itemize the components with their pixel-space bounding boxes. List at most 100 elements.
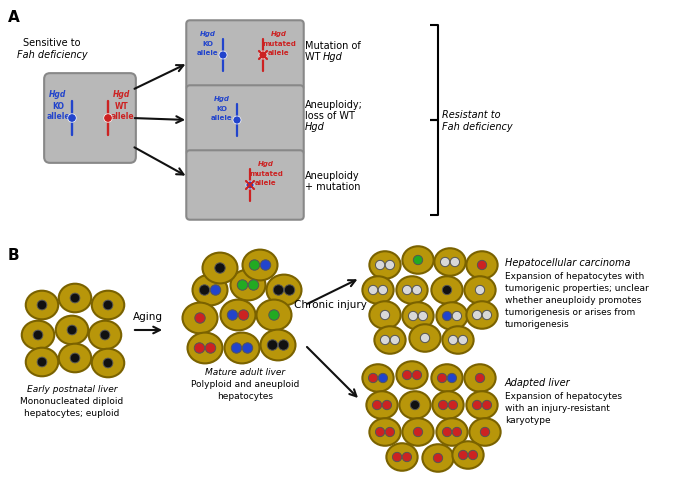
Text: Resistant to: Resistant to [442,110,500,120]
Circle shape [450,257,460,267]
Ellipse shape [433,391,463,419]
Circle shape [70,353,80,363]
Text: with an injury-resistant: with an injury-resistant [505,404,610,413]
Ellipse shape [402,418,433,446]
Text: mutated: mutated [262,41,296,47]
Text: mutated: mutated [249,171,283,177]
Circle shape [393,453,402,462]
Text: hepatocytes; euploid: hepatocytes; euploid [25,409,120,418]
Circle shape [195,313,205,323]
Ellipse shape [435,248,466,276]
Circle shape [269,310,279,320]
FancyBboxPatch shape [186,85,304,155]
Ellipse shape [466,391,498,419]
Ellipse shape [92,349,125,377]
Ellipse shape [431,276,463,304]
Text: hepatocytes: hepatocytes [217,392,273,401]
Text: Fah deficiency: Fah deficiency [17,50,88,60]
Text: Mature adult liver: Mature adult liver [205,368,285,377]
Ellipse shape [442,326,474,354]
Circle shape [378,286,388,294]
Circle shape [458,335,468,345]
Circle shape [412,286,421,294]
Circle shape [215,263,225,273]
Ellipse shape [370,301,400,329]
Ellipse shape [193,275,228,305]
Circle shape [452,311,461,321]
Text: A: A [8,10,20,25]
Circle shape [378,373,388,383]
Ellipse shape [374,326,405,354]
Circle shape [410,400,419,410]
Circle shape [228,310,238,320]
Circle shape [368,373,378,383]
Ellipse shape [267,275,302,305]
Circle shape [104,114,112,122]
Circle shape [238,310,248,320]
Ellipse shape [464,364,496,392]
Circle shape [458,451,468,459]
Circle shape [284,285,295,295]
Circle shape [237,280,248,290]
Circle shape [385,427,395,437]
Circle shape [442,311,452,321]
Circle shape [103,300,113,310]
Text: Polyploid and aneuploid: Polyploid and aneuploid [191,380,299,389]
Text: tumorigenesis: tumorigenesis [505,320,570,329]
Circle shape [385,260,395,270]
Ellipse shape [431,364,463,392]
Text: Chronic injury: Chronic injury [293,300,366,310]
Ellipse shape [466,251,498,279]
Circle shape [482,310,491,320]
Text: Adapted liver: Adapted liver [505,378,570,388]
Text: tumorigenic properties; unclear: tumorigenic properties; unclear [505,284,649,293]
Circle shape [402,286,412,294]
Text: Sensitive to: Sensitive to [23,38,80,48]
Circle shape [279,340,288,350]
Text: Aneuploidy;: Aneuploidy; [305,100,363,110]
Ellipse shape [92,290,125,319]
Circle shape [195,343,204,353]
Circle shape [375,427,385,437]
Text: B: B [8,248,20,263]
Circle shape [231,343,241,353]
Text: whether aneuploidy promotes: whether aneuploidy promotes [505,296,641,305]
Ellipse shape [363,364,393,392]
Text: Expansion of hepatocytes with: Expansion of hepatocytes with [505,272,644,281]
Circle shape [67,325,77,335]
Ellipse shape [59,344,91,372]
Circle shape [249,260,260,270]
Text: Hgd: Hgd [113,90,131,99]
Ellipse shape [370,251,400,279]
Text: Aneuploidy: Aneuploidy [305,171,360,181]
Ellipse shape [59,284,91,312]
Circle shape [267,340,278,350]
Ellipse shape [188,332,223,364]
Circle shape [382,400,391,410]
Circle shape [438,373,447,383]
Text: Hepatocellular carcinoma: Hepatocellular carcinoma [505,258,631,268]
Circle shape [273,285,284,295]
Ellipse shape [22,321,55,349]
Circle shape [480,427,489,437]
Text: loss of WT: loss of WT [305,111,355,121]
Circle shape [33,330,43,340]
Ellipse shape [396,276,428,304]
Text: allele: allele [211,115,233,121]
Circle shape [477,260,486,270]
Ellipse shape [402,246,433,274]
Circle shape [380,310,390,320]
Circle shape [372,400,382,410]
Ellipse shape [202,252,237,284]
Text: tumorigenesis or arises from: tumorigenesis or arises from [505,308,636,317]
Text: Hgd: Hgd [323,52,343,62]
Ellipse shape [26,348,58,376]
Circle shape [233,116,241,124]
Circle shape [468,451,477,459]
Circle shape [205,343,216,353]
Text: allele: allele [46,112,70,121]
Circle shape [402,370,412,380]
Text: Hgd: Hgd [271,31,287,37]
Circle shape [368,286,378,294]
Circle shape [412,370,421,380]
